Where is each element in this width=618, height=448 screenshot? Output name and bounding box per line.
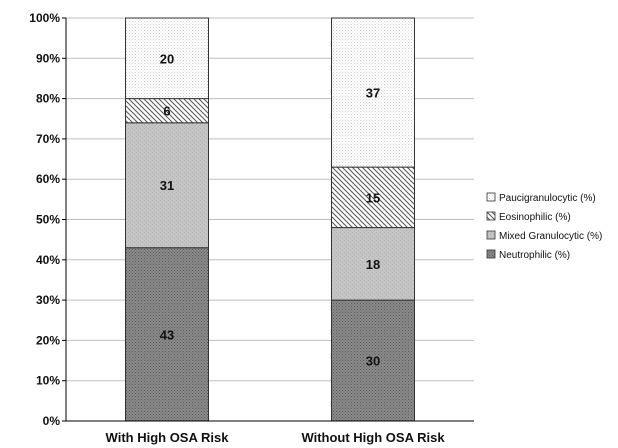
y-axis-ticks: 0% 10% 20% 30% 40% 50% 60% 70% 80% 90% 100%	[29, 11, 66, 428]
y-tick-label: 20%	[36, 333, 60, 347]
bar-segment-mixed-granulocytic	[125, 122, 209, 249]
data-label-eosinophilic: 6	[163, 104, 170, 119]
bar-segment-neutrophilic	[331, 299, 415, 422]
y-tick-label: 80%	[36, 92, 60, 106]
bar-segment-paucigranulocytic	[331, 17, 415, 168]
data-label-neutrophilic: 30	[366, 354, 380, 369]
y-tick-label: 50%	[36, 213, 60, 227]
x-category-label: With High OSA Risk	[106, 430, 230, 445]
bar-segment-eosinophilic	[125, 98, 209, 124]
legend-swatch-mixed-granulocytic	[486, 230, 496, 240]
x-axis-labels: With High OSA Risk Without High OSA Risk	[106, 430, 446, 445]
bar-segment-paucigranulocytic	[125, 17, 209, 100]
y-tick-label: 60%	[36, 172, 60, 186]
y-tick-label: 10%	[36, 374, 60, 388]
data-label-mixed-granulocytic: 31	[160, 178, 174, 193]
x-category-label: Without High OSA Risk	[301, 430, 445, 445]
legend-swatch-neutrophilic	[486, 249, 496, 259]
bar-segment-neutrophilic	[125, 247, 209, 422]
y-tick-label: 30%	[36, 293, 60, 307]
data-label-mixed-granulocytic: 18	[366, 257, 380, 272]
legend-label-mixed-granulocytic: Mixed Granulocytic (%)	[499, 231, 602, 242]
legend-label-neutrophilic: Neutrophilic (%)	[499, 250, 570, 261]
legend-swatch-eosinophilic	[486, 211, 496, 221]
data-label-paucigranulocytic: 37	[366, 86, 380, 101]
data-label-eosinophilic: 15	[366, 190, 380, 205]
y-tick-label: 70%	[36, 132, 60, 146]
bars-group	[125, 17, 415, 422]
y-tick-label: 40%	[36, 253, 60, 267]
y-tick-label: 90%	[36, 51, 60, 65]
value-labels-group: 43 31 6 20 30 18 15 37	[160, 51, 380, 368]
legend: Paucigranulocytic (%) Eosinophilic (%) Mix…	[486, 192, 602, 261]
data-label-neutrophilic: 43	[160, 327, 174, 342]
legend-swatch-paucigranulocytic	[486, 192, 496, 202]
data-label-paucigranulocytic: 20	[160, 51, 174, 66]
y-tick-label: 100%	[29, 11, 60, 25]
legend-label-paucigranulocytic: Paucigranulocytic (%)	[499, 193, 596, 204]
legend-label-eosinophilic: Eosinophilic (%)	[499, 212, 571, 223]
y-tick-label: 0%	[43, 414, 61, 428]
